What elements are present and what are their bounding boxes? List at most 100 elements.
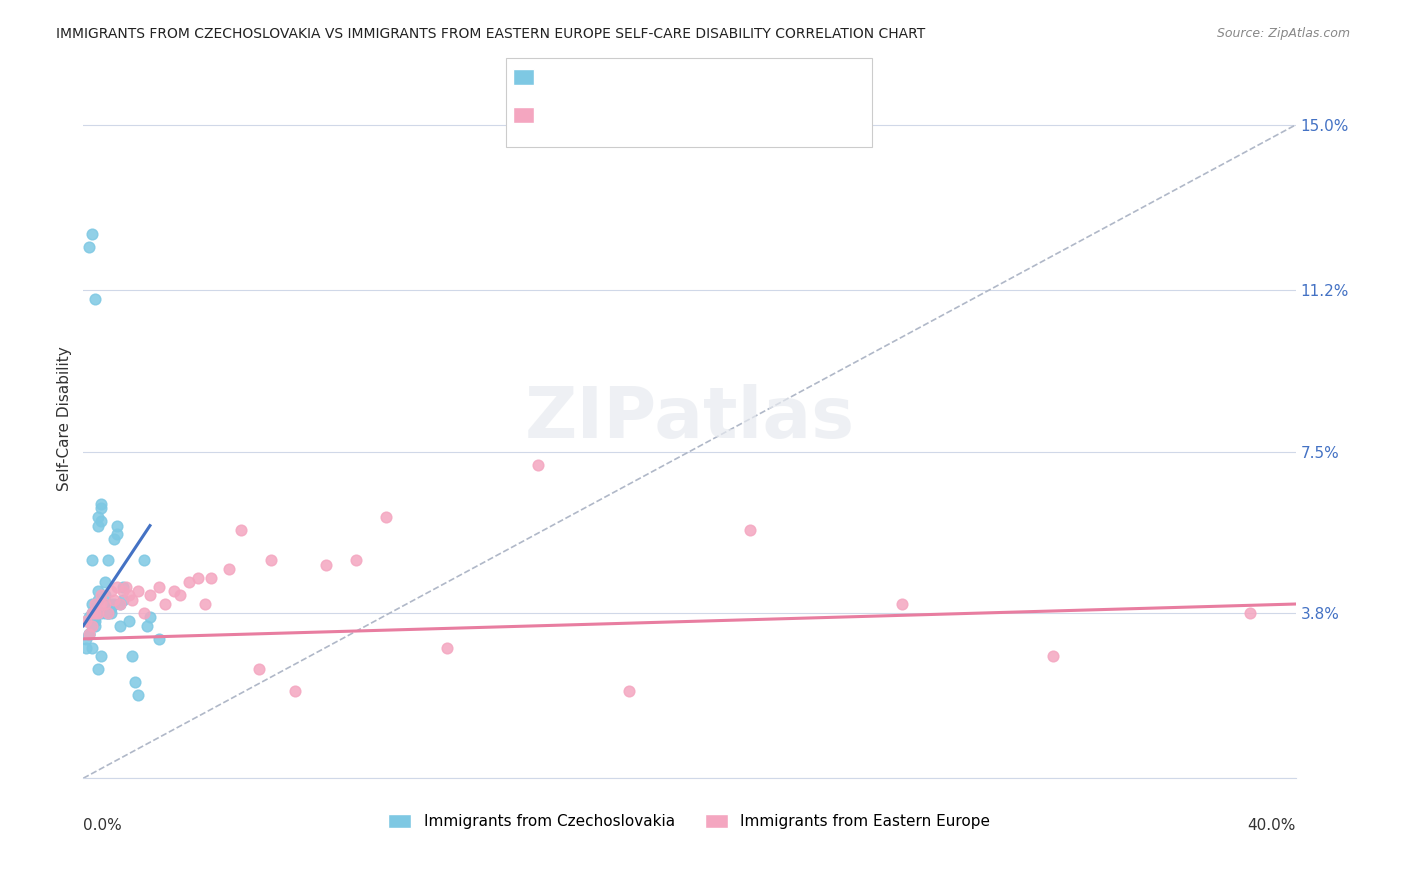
Point <box>121 649 143 664</box>
Text: ZIPatlas: ZIPatlas <box>524 384 855 453</box>
Point <box>103 597 125 611</box>
Point <box>100 583 122 598</box>
Point <box>118 588 141 602</box>
Point <box>1239 606 1261 620</box>
Point <box>87 509 110 524</box>
Point <box>111 592 134 607</box>
Point <box>84 610 107 624</box>
Point <box>84 615 107 629</box>
Point <box>179 575 201 590</box>
Text: Source: ZipAtlas.com: Source: ZipAtlas.com <box>1216 27 1350 40</box>
Point <box>90 497 112 511</box>
Point <box>84 292 107 306</box>
Point <box>75 640 97 655</box>
Point <box>139 588 162 602</box>
Point <box>105 518 128 533</box>
Point <box>617 684 640 698</box>
Point <box>75 615 97 629</box>
Point <box>100 597 122 611</box>
Point <box>90 597 112 611</box>
Point <box>127 689 149 703</box>
Point <box>90 588 112 602</box>
Point <box>103 592 125 607</box>
Point <box>96 606 118 620</box>
Point <box>84 597 107 611</box>
Point <box>187 571 209 585</box>
Point <box>103 532 125 546</box>
Point <box>90 649 112 664</box>
Point <box>163 583 186 598</box>
Point <box>118 615 141 629</box>
Point <box>82 606 104 620</box>
Point <box>87 518 110 533</box>
Text: 40.0%: 40.0% <box>1247 818 1295 833</box>
Point <box>100 606 122 620</box>
Point <box>82 553 104 567</box>
Point <box>148 632 170 646</box>
Point <box>111 580 134 594</box>
Point <box>82 597 104 611</box>
Point <box>84 606 107 620</box>
Point <box>93 597 115 611</box>
Point <box>82 640 104 655</box>
Point <box>260 553 283 567</box>
Point <box>93 575 115 590</box>
Point <box>127 583 149 598</box>
Point <box>114 580 136 594</box>
Text: R = 0.230: R = 0.230 <box>527 114 610 132</box>
Point <box>96 606 118 620</box>
Point <box>108 597 131 611</box>
Text: IMMIGRANTS FROM CZECHOSLOVAKIA VS IMMIGRANTS FROM EASTERN EUROPE SELF-CARE DISAB: IMMIGRANTS FROM CZECHOSLOVAKIA VS IMMIGR… <box>56 27 925 41</box>
Point <box>84 619 107 633</box>
Point <box>82 619 104 633</box>
Point <box>84 601 107 615</box>
Y-axis label: Self-Care Disability: Self-Care Disability <box>58 346 72 491</box>
Point <box>82 619 104 633</box>
Point <box>105 580 128 594</box>
Text: R = 0.190: R = 0.190 <box>527 76 610 94</box>
Point <box>153 597 176 611</box>
Point <box>79 240 101 254</box>
Point <box>84 606 107 620</box>
Point <box>79 627 101 641</box>
Point <box>87 592 110 607</box>
Point <box>90 501 112 516</box>
Point <box>82 227 104 241</box>
Text: N = 53: N = 53 <box>675 76 737 94</box>
Point <box>148 580 170 594</box>
Point <box>200 571 222 585</box>
Point <box>247 662 270 676</box>
Point <box>132 553 155 567</box>
Point <box>229 523 252 537</box>
Point <box>738 523 761 537</box>
Point <box>96 553 118 567</box>
Text: 0.0%: 0.0% <box>83 818 122 833</box>
Point <box>132 606 155 620</box>
Point <box>527 458 550 472</box>
Point <box>90 606 112 620</box>
Point <box>124 675 146 690</box>
Point <box>375 509 398 524</box>
Point <box>344 553 367 567</box>
Point <box>105 527 128 541</box>
Point <box>82 606 104 620</box>
Point <box>79 610 101 624</box>
Point <box>87 662 110 676</box>
Point <box>87 583 110 598</box>
Point <box>75 632 97 646</box>
Point <box>1042 649 1064 664</box>
Point <box>111 583 134 598</box>
Point <box>108 597 131 611</box>
Point <box>139 610 162 624</box>
Point <box>96 606 118 620</box>
Point <box>284 684 307 698</box>
Point <box>100 601 122 615</box>
Point <box>136 619 159 633</box>
Point <box>87 606 110 620</box>
Point <box>315 558 337 572</box>
Point <box>93 588 115 602</box>
Point <box>169 588 191 602</box>
Point <box>79 627 101 641</box>
Point <box>108 619 131 633</box>
Point <box>90 514 112 528</box>
